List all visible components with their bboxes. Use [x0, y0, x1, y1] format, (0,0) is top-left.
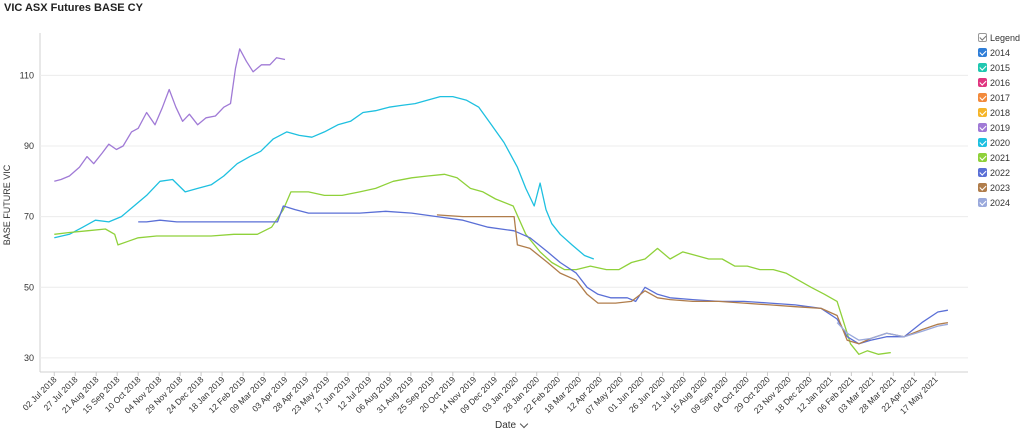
- y-tick-label: 30: [24, 353, 34, 363]
- checkbox-icon[interactable]: [978, 123, 987, 132]
- legend-item-2022[interactable]: 2022: [978, 165, 1022, 180]
- checkbox-icon[interactable]: [978, 198, 987, 207]
- legend-item-2017[interactable]: 2017: [978, 90, 1022, 105]
- y-axis-label: BASE FUTURE VIC: [2, 164, 12, 245]
- checkbox-icon[interactable]: [978, 168, 987, 177]
- series-line-2023[interactable]: [436, 214, 949, 345]
- y-tick-labels: 30 50 70 90 110: [20, 70, 34, 363]
- chart-title: VIC ASX Futures BASE CY: [4, 2, 143, 14]
- checkbox-icon[interactable]: [978, 78, 987, 87]
- checkbox-icon[interactable]: [978, 183, 987, 192]
- x-axis-label: Date: [495, 420, 517, 431]
- legend: Legend 2014 2015 2016 2017 2018 2019 2020 2021 2…: [978, 30, 1022, 210]
- y-tick-label: 70: [24, 212, 34, 222]
- legend-label: 2018: [990, 107, 1011, 118]
- checkbox-icon[interactable]: [978, 108, 987, 117]
- legend-item-2018[interactable]: 2018: [978, 105, 1022, 120]
- checkbox-icon[interactable]: [978, 93, 987, 102]
- checkbox-icon[interactable]: [978, 138, 987, 147]
- legend-label: 2016: [990, 77, 1011, 88]
- y-tick-label: 110: [20, 70, 34, 80]
- series-lines: [54, 48, 949, 355]
- legend-label: 2014: [990, 47, 1011, 58]
- series-line-2024[interactable]: [836, 322, 949, 341]
- legend-items: 2014 2015 2016 2017 2018 2019 2020 2021 2022 2023…: [978, 45, 1022, 210]
- checkbox-icon[interactable]: [978, 48, 987, 57]
- legend-item-2016[interactable]: 2016: [978, 75, 1022, 90]
- legend-label: 2021: [990, 152, 1011, 163]
- legend-item-2024[interactable]: 2024: [978, 195, 1022, 210]
- y-tick-label: 50: [24, 282, 34, 292]
- legend-item-2021[interactable]: 2021: [978, 150, 1022, 165]
- legend-label: 2023: [990, 182, 1011, 193]
- legend-toggle-all-icon[interactable]: [978, 33, 987, 42]
- legend-item-2023[interactable]: 2023: [978, 180, 1022, 195]
- series-line-2022[interactable]: [138, 205, 949, 345]
- series-line-2019[interactable]: [54, 48, 286, 182]
- legend-title: Legend: [990, 32, 1021, 43]
- legend-label: 2024: [990, 197, 1011, 208]
- chevron-down-icon: [519, 419, 529, 429]
- legend-item-2015[interactable]: 2015: [978, 60, 1022, 75]
- legend-label: 2022: [990, 167, 1011, 178]
- series-line-2020[interactable]: [54, 95, 595, 260]
- y-tick-label: 90: [24, 141, 34, 151]
- legend-item-2014[interactable]: 2014: [978, 45, 1022, 60]
- checkbox-icon[interactable]: [978, 153, 987, 162]
- x-axis-toggle[interactable]: Date: [495, 419, 529, 431]
- legend-label: 2019: [990, 122, 1011, 133]
- legend-item-2020[interactable]: 2020: [978, 135, 1022, 150]
- legend-header[interactable]: Legend: [978, 30, 1022, 45]
- legend-item-2019[interactable]: 2019: [978, 120, 1022, 135]
- series-line-2021[interactable]: [54, 173, 891, 355]
- legend-label: 2015: [990, 62, 1011, 73]
- legend-label: 2020: [990, 137, 1011, 148]
- legend-label: 2017: [990, 92, 1011, 103]
- checkbox-icon[interactable]: [978, 63, 987, 72]
